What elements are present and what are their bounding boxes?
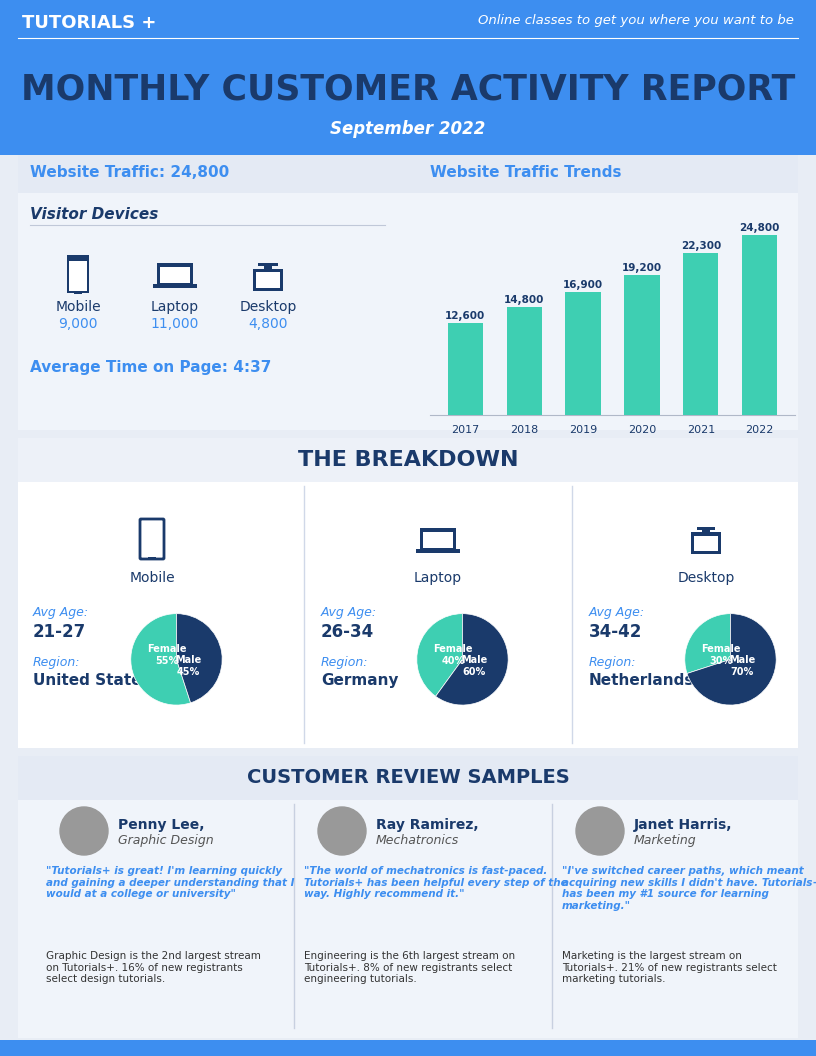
Text: 21-27: 21-27 — [33, 623, 86, 641]
Text: Graphic Design is the 2nd largest stream
on Tutorials+. 16% of new registrants
s: Graphic Design is the 2nd largest stream… — [46, 951, 261, 984]
Text: 19,200: 19,200 — [622, 263, 662, 274]
Text: Netherlands: Netherlands — [589, 673, 694, 689]
Text: 26-34: 26-34 — [321, 623, 375, 641]
Bar — [507, 307, 542, 415]
Text: 4,800: 4,800 — [248, 317, 288, 331]
Wedge shape — [131, 614, 191, 705]
FancyBboxPatch shape — [140, 518, 164, 559]
Bar — [18, 438, 798, 482]
Wedge shape — [176, 614, 222, 703]
Text: Janet Harris,: Janet Harris, — [634, 818, 733, 832]
Text: Online classes to get you where you want to be: Online classes to get you where you want… — [478, 14, 794, 27]
Text: Region:: Region: — [589, 656, 636, 670]
Text: Ray Ramirez,: Ray Ramirez, — [376, 818, 479, 832]
Text: 12,600: 12,600 — [446, 312, 486, 321]
Bar — [253, 269, 283, 291]
Bar — [264, 265, 272, 270]
Bar — [18, 756, 798, 800]
Text: Marketing is the largest stream on
Tutorials+. 21% of new registrants select
mar: Marketing is the largest stream on Tutor… — [562, 951, 777, 984]
Bar — [416, 549, 460, 553]
Bar — [18, 155, 798, 430]
Text: Mobile: Mobile — [129, 571, 175, 585]
Text: Male
45%: Male 45% — [175, 656, 201, 677]
Text: "The world of mechatronics is fast-paced.
Tutorials+ has been helpful every step: "The world of mechatronics is fast-paced… — [304, 866, 568, 900]
Text: 11,000: 11,000 — [151, 317, 199, 331]
Bar — [153, 284, 197, 288]
Text: Female
30%: Female 30% — [702, 644, 741, 665]
Text: Laptop: Laptop — [414, 571, 462, 585]
Circle shape — [576, 807, 624, 855]
Bar — [141, 520, 163, 558]
Text: Male
70%: Male 70% — [729, 656, 755, 677]
Wedge shape — [436, 614, 508, 705]
Bar — [67, 254, 89, 293]
Text: Mechatronics: Mechatronics — [376, 834, 459, 847]
Text: Germany: Germany — [321, 673, 398, 689]
Text: Penny Lee,: Penny Lee, — [118, 818, 205, 832]
Text: Laptop: Laptop — [151, 300, 199, 314]
Circle shape — [60, 807, 108, 855]
Bar — [256, 272, 280, 288]
Bar — [69, 261, 87, 291]
Text: 14,800: 14,800 — [504, 296, 544, 305]
Text: "Tutorials+ is great! I'm learning quickly
and gaining a deeper understanding th: "Tutorials+ is great! I'm learning quick… — [46, 866, 295, 900]
Text: Visitor Devices: Visitor Devices — [30, 207, 158, 222]
Text: Engineering is the 6th largest stream on
Tutorials+. 8% of new registrants selec: Engineering is the 6th largest stream on… — [304, 951, 515, 984]
Text: Female
40%: Female 40% — [433, 644, 473, 665]
Text: Desktop: Desktop — [677, 571, 734, 585]
Text: "I've switched career paths, which meant
acquiring new skills I didn't have. Tut: "I've switched career paths, which meant… — [562, 866, 816, 910]
Bar — [18, 756, 798, 1038]
Bar — [702, 529, 710, 533]
Text: Average Time on Page: 4:37: Average Time on Page: 4:37 — [30, 360, 272, 375]
Text: Marketing: Marketing — [634, 834, 697, 847]
Bar — [18, 155, 798, 193]
Bar — [157, 263, 193, 285]
Wedge shape — [417, 614, 463, 696]
Bar — [697, 527, 715, 530]
Text: Female
55%: Female 55% — [148, 644, 187, 665]
Bar — [160, 267, 190, 283]
Text: THE BREAKDOWN: THE BREAKDOWN — [298, 450, 518, 470]
Bar — [423, 532, 453, 548]
Text: Website Traffic: 24,800: Website Traffic: 24,800 — [30, 165, 229, 180]
Text: 24,800: 24,800 — [739, 223, 780, 232]
Text: CUSTOMER REVIEW SAMPLES: CUSTOMER REVIEW SAMPLES — [246, 768, 570, 787]
Text: Avg Age:: Avg Age: — [321, 606, 377, 619]
Bar — [0, 0, 816, 155]
Bar — [18, 438, 798, 748]
Text: 22,300: 22,300 — [681, 241, 721, 250]
Text: Graphic Design: Graphic Design — [118, 834, 214, 847]
Text: United States: United States — [33, 673, 151, 689]
Text: Region:: Region: — [321, 656, 369, 670]
Bar — [148, 557, 156, 559]
Bar — [683, 253, 718, 415]
Bar — [420, 528, 456, 550]
Text: 16,900: 16,900 — [563, 280, 603, 290]
Text: Male
60%: Male 60% — [461, 656, 487, 677]
Text: 9,000: 9,000 — [58, 317, 98, 331]
Bar — [624, 276, 659, 415]
Text: TUTORIALS +: TUTORIALS + — [22, 14, 157, 32]
Text: Avg Age:: Avg Age: — [33, 606, 89, 619]
Bar — [448, 323, 483, 415]
Bar — [565, 293, 601, 415]
Text: MONTHLY CUSTOMER ACTIVITY REPORT: MONTHLY CUSTOMER ACTIVITY REPORT — [21, 72, 795, 106]
Text: Avg Age:: Avg Age: — [589, 606, 645, 619]
Text: 34-42: 34-42 — [589, 623, 642, 641]
Text: Region:: Region: — [33, 656, 81, 670]
Bar — [258, 263, 278, 266]
Text: September 2022: September 2022 — [330, 120, 486, 138]
Bar — [0, 1040, 816, 1056]
Bar — [74, 293, 82, 294]
Text: Desktop: Desktop — [239, 300, 297, 314]
Bar — [691, 532, 721, 554]
Text: Website Traffic Trends: Website Traffic Trends — [430, 165, 622, 180]
Wedge shape — [685, 614, 730, 674]
Text: Mobile: Mobile — [55, 300, 101, 314]
Bar — [694, 536, 718, 551]
Bar — [742, 234, 778, 415]
Wedge shape — [687, 614, 776, 705]
Circle shape — [318, 807, 366, 855]
